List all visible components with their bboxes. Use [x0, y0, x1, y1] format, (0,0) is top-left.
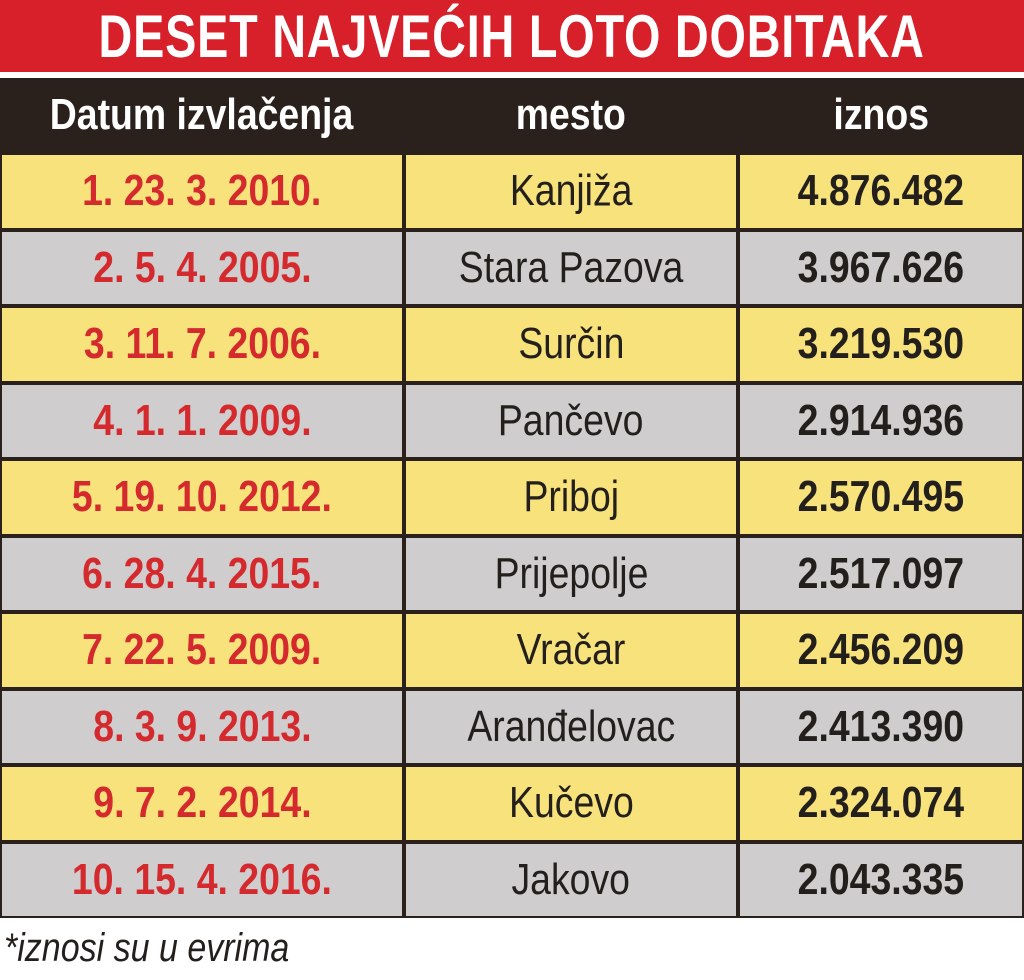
date-cell: 5. 19. 10. 2012. — [2, 461, 402, 534]
place-cell: Prijepolje — [406, 537, 736, 610]
header: mesto — [515, 89, 627, 139]
date-cell: 10. 15. 4. 2016. — [2, 843, 402, 916]
date: 2. 5. 4. 2005. — [92, 242, 312, 292]
place-cell: Kanjiža — [406, 155, 736, 228]
amount-cell: 3.219.530 — [740, 308, 1022, 381]
date: 6. 28. 4. 2015. — [82, 548, 322, 598]
amount: 2.413.390 — [797, 701, 965, 751]
place-cell: Jakovo — [406, 843, 736, 916]
place: Aranđelovac — [467, 701, 675, 751]
place: Prijepolje — [494, 548, 648, 598]
header-cell: mesto — [406, 78, 736, 151]
header: Datum izvlačenja — [50, 89, 354, 139]
place-cell: Aranđelovac — [406, 690, 736, 763]
date-cell: 7. 22. 5. 2009. — [2, 614, 402, 687]
date-cell: 1. 23. 3. 2010. — [2, 155, 402, 228]
place-cell: Priboj — [406, 461, 736, 534]
header-cell: iznos — [740, 78, 1022, 151]
date: 5. 19. 10. 2012. — [72, 472, 332, 522]
date-cell: 6. 28. 4. 2015. — [2, 537, 402, 610]
header-cell: Datum izvlačenja — [2, 78, 402, 151]
place-cell: Pančevo — [406, 384, 736, 457]
amount-cell: 2.570.495 — [740, 461, 1022, 534]
title-bar: DESET NAJVEĆIH LOTO DOBITAKA — [0, 0, 1024, 72]
place: Surčin — [517, 319, 625, 369]
place: Kanjiža — [509, 166, 633, 216]
amount: 3.967.626 — [797, 242, 965, 292]
amount-cell: 2.413.390 — [740, 690, 1022, 763]
date-cell: 2. 5. 4. 2005. — [2, 231, 402, 304]
amount-cell: 2.456.209 — [740, 614, 1022, 687]
amount-cell: 3.967.626 — [740, 231, 1022, 304]
date: 10. 15. 4. 2016. — [72, 854, 332, 904]
date-cell: 4. 1. 1. 2009. — [2, 384, 402, 457]
place: Priboj — [523, 472, 619, 522]
amount-cell: 2.914.936 — [740, 384, 1022, 457]
amount: 4.876.482 — [797, 166, 965, 216]
footnote: *iznosi su u evrima — [4, 926, 290, 970]
title: DESET NAJVEĆIH LOTO DOBITAKA — [98, 2, 926, 70]
place-cell: Stara Pazova — [406, 231, 736, 304]
place: Jakovo — [511, 854, 631, 904]
amount-cell: 2.517.097 — [740, 537, 1022, 610]
place: Pančevo — [498, 395, 644, 445]
date: 8. 3. 9. 2013. — [92, 701, 312, 751]
amount: 3.219.530 — [797, 319, 965, 369]
amount: 2.517.097 — [797, 548, 965, 598]
place: Vračar — [516, 625, 626, 675]
amount-cell: 2.324.074 — [740, 767, 1022, 840]
header: iznos — [833, 89, 929, 139]
table: Datum izvlačenja mesto iznos 1. 23. 3. 2010… — [0, 78, 1024, 918]
place-cell: Surčin — [406, 308, 736, 381]
amount: 2.043.335 — [797, 854, 965, 904]
amount-cell: 2.043.335 — [740, 843, 1022, 916]
place-cell: Kučevo — [406, 767, 736, 840]
amount: 2.914.936 — [797, 395, 965, 445]
amount: 2.570.495 — [797, 472, 965, 522]
place-cell: Vračar — [406, 614, 736, 687]
date: 9. 7. 2. 2014. — [92, 778, 312, 828]
place: Kučevo — [508, 778, 634, 828]
date: 4. 1. 1. 2009. — [92, 395, 312, 445]
amount: 2.456.209 — [797, 625, 965, 675]
place: Stara Pazova — [458, 242, 684, 292]
date: 3. 11. 7. 2006. — [83, 319, 321, 369]
date: 1. 23. 3. 2010. — [82, 166, 322, 216]
amount-cell: 4.876.482 — [740, 155, 1022, 228]
date: 7. 22. 5. 2009. — [82, 625, 322, 675]
amount: 2.324.074 — [797, 778, 965, 828]
date-cell: 9. 7. 2. 2014. — [2, 767, 402, 840]
date-cell: 3. 11. 7. 2006. — [2, 308, 402, 381]
date-cell: 8. 3. 9. 2013. — [2, 690, 402, 763]
